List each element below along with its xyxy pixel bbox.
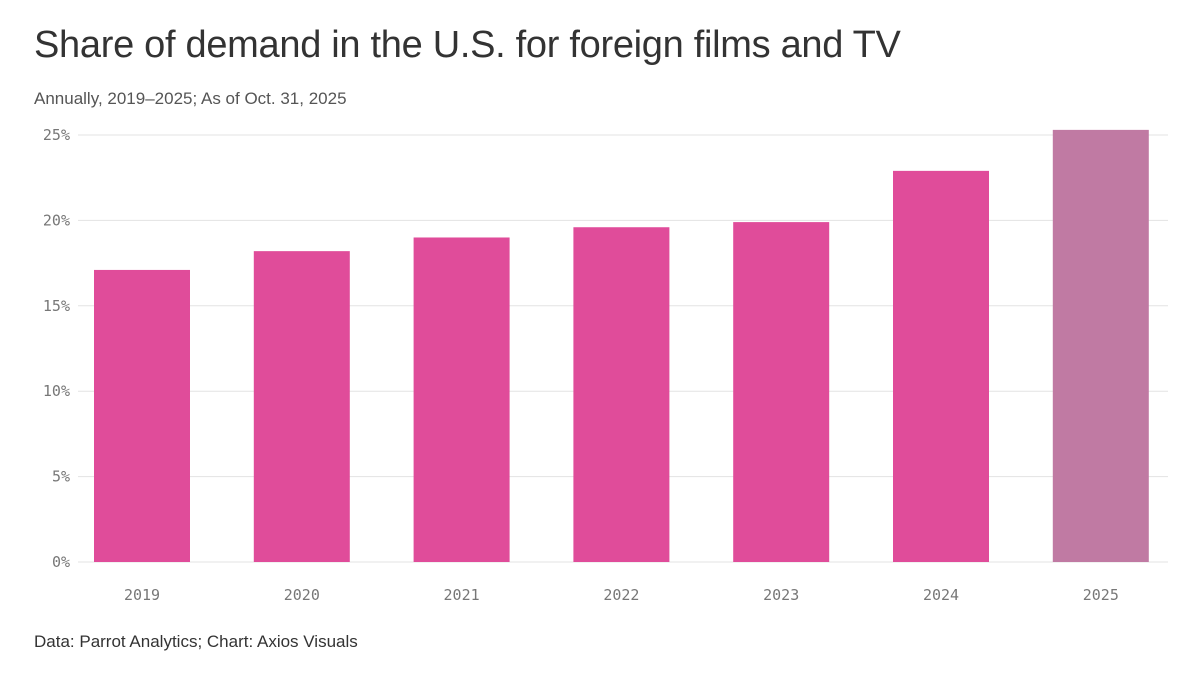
bar-2025 bbox=[1052, 129, 1149, 562]
x-tick-label: 2021 bbox=[444, 586, 480, 604]
y-axis-ticks: 0% 5% 10% 15% 20% 25% bbox=[43, 126, 70, 571]
y-tick-label: 0% bbox=[52, 553, 70, 571]
x-axis-ticks: 2019 2020 2021 2022 2023 2024 2025 bbox=[124, 586, 1119, 604]
bar-2019 bbox=[94, 269, 190, 562]
chart-source: Data: Parrot Analytics; Chart: Axios Vis… bbox=[34, 632, 358, 651]
x-tick-label: 2022 bbox=[603, 586, 639, 604]
bars bbox=[94, 129, 1149, 563]
y-tick-label: 15% bbox=[43, 297, 70, 315]
y-tick-label: 25% bbox=[43, 126, 70, 144]
bar-2024 bbox=[893, 170, 989, 563]
x-tick-label: 2019 bbox=[124, 586, 160, 604]
bar-2020 bbox=[253, 251, 350, 563]
bar-2022 bbox=[573, 227, 670, 562]
y-tick-label: 5% bbox=[52, 468, 70, 486]
x-tick-label: 2020 bbox=[284, 586, 320, 604]
x-tick-label: 2025 bbox=[1083, 586, 1119, 604]
x-tick-label: 2024 bbox=[923, 586, 959, 604]
x-tick-label: 2023 bbox=[763, 586, 799, 604]
chart-title: Share of demand in the U.S. for foreign … bbox=[34, 24, 901, 66]
y-tick-label: 20% bbox=[43, 211, 70, 229]
y-tick-label: 10% bbox=[43, 382, 70, 400]
bar-2021 bbox=[413, 237, 510, 563]
chart-subtitle: Annually, 2019–2025; As of Oct. 31, 2025 bbox=[34, 89, 347, 108]
bar-2023 bbox=[733, 222, 830, 562]
